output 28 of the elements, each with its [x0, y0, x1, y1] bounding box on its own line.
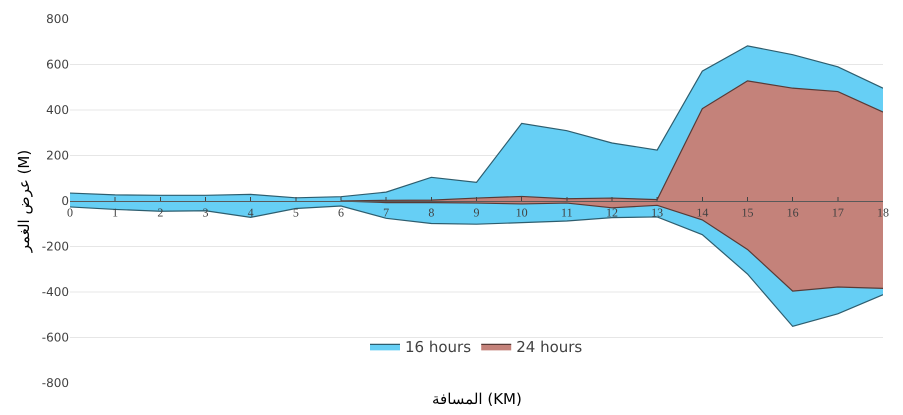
x-tick-label: 1	[112, 205, 118, 220]
y-tick-label: -800	[42, 376, 69, 390]
x-tick-label: 9	[474, 205, 480, 220]
y-tick-label: -600	[42, 330, 69, 345]
y-tick-label: 200	[46, 148, 69, 163]
legend-label: 24 hours	[516, 338, 582, 356]
x-tick-label: 16	[786, 205, 799, 220]
x-tick-label: 4	[248, 205, 254, 220]
x-tick-label: 15	[742, 205, 754, 220]
y-tick-label: 400	[46, 103, 69, 118]
x-tick-label: 6	[338, 205, 344, 220]
x-tick-label: 7	[383, 205, 390, 220]
x-axis-title: المسافة (KM)	[432, 390, 522, 408]
y-tick-label: -200	[42, 240, 69, 254]
y-tick-label: 0	[61, 194, 69, 208]
x-tick-label: 13	[651, 205, 664, 220]
legend-label: 16 hours	[405, 338, 472, 356]
y-tick-label: 600	[46, 58, 69, 72]
x-tick-label: 17	[832, 205, 844, 220]
x-tick-label: 12	[606, 205, 618, 220]
y-axis-title: عرض الغمر (M)	[15, 150, 34, 254]
x-tick-label: 10	[516, 205, 528, 220]
x-tick-label: 8	[428, 205, 434, 220]
y-tick-label: -400	[42, 285, 69, 300]
x-tick-label: 11	[561, 205, 573, 220]
x-tick-label: 5	[292, 205, 299, 220]
x-tick-label: 14	[696, 205, 708, 220]
y-tick-label: 800	[46, 12, 69, 26]
